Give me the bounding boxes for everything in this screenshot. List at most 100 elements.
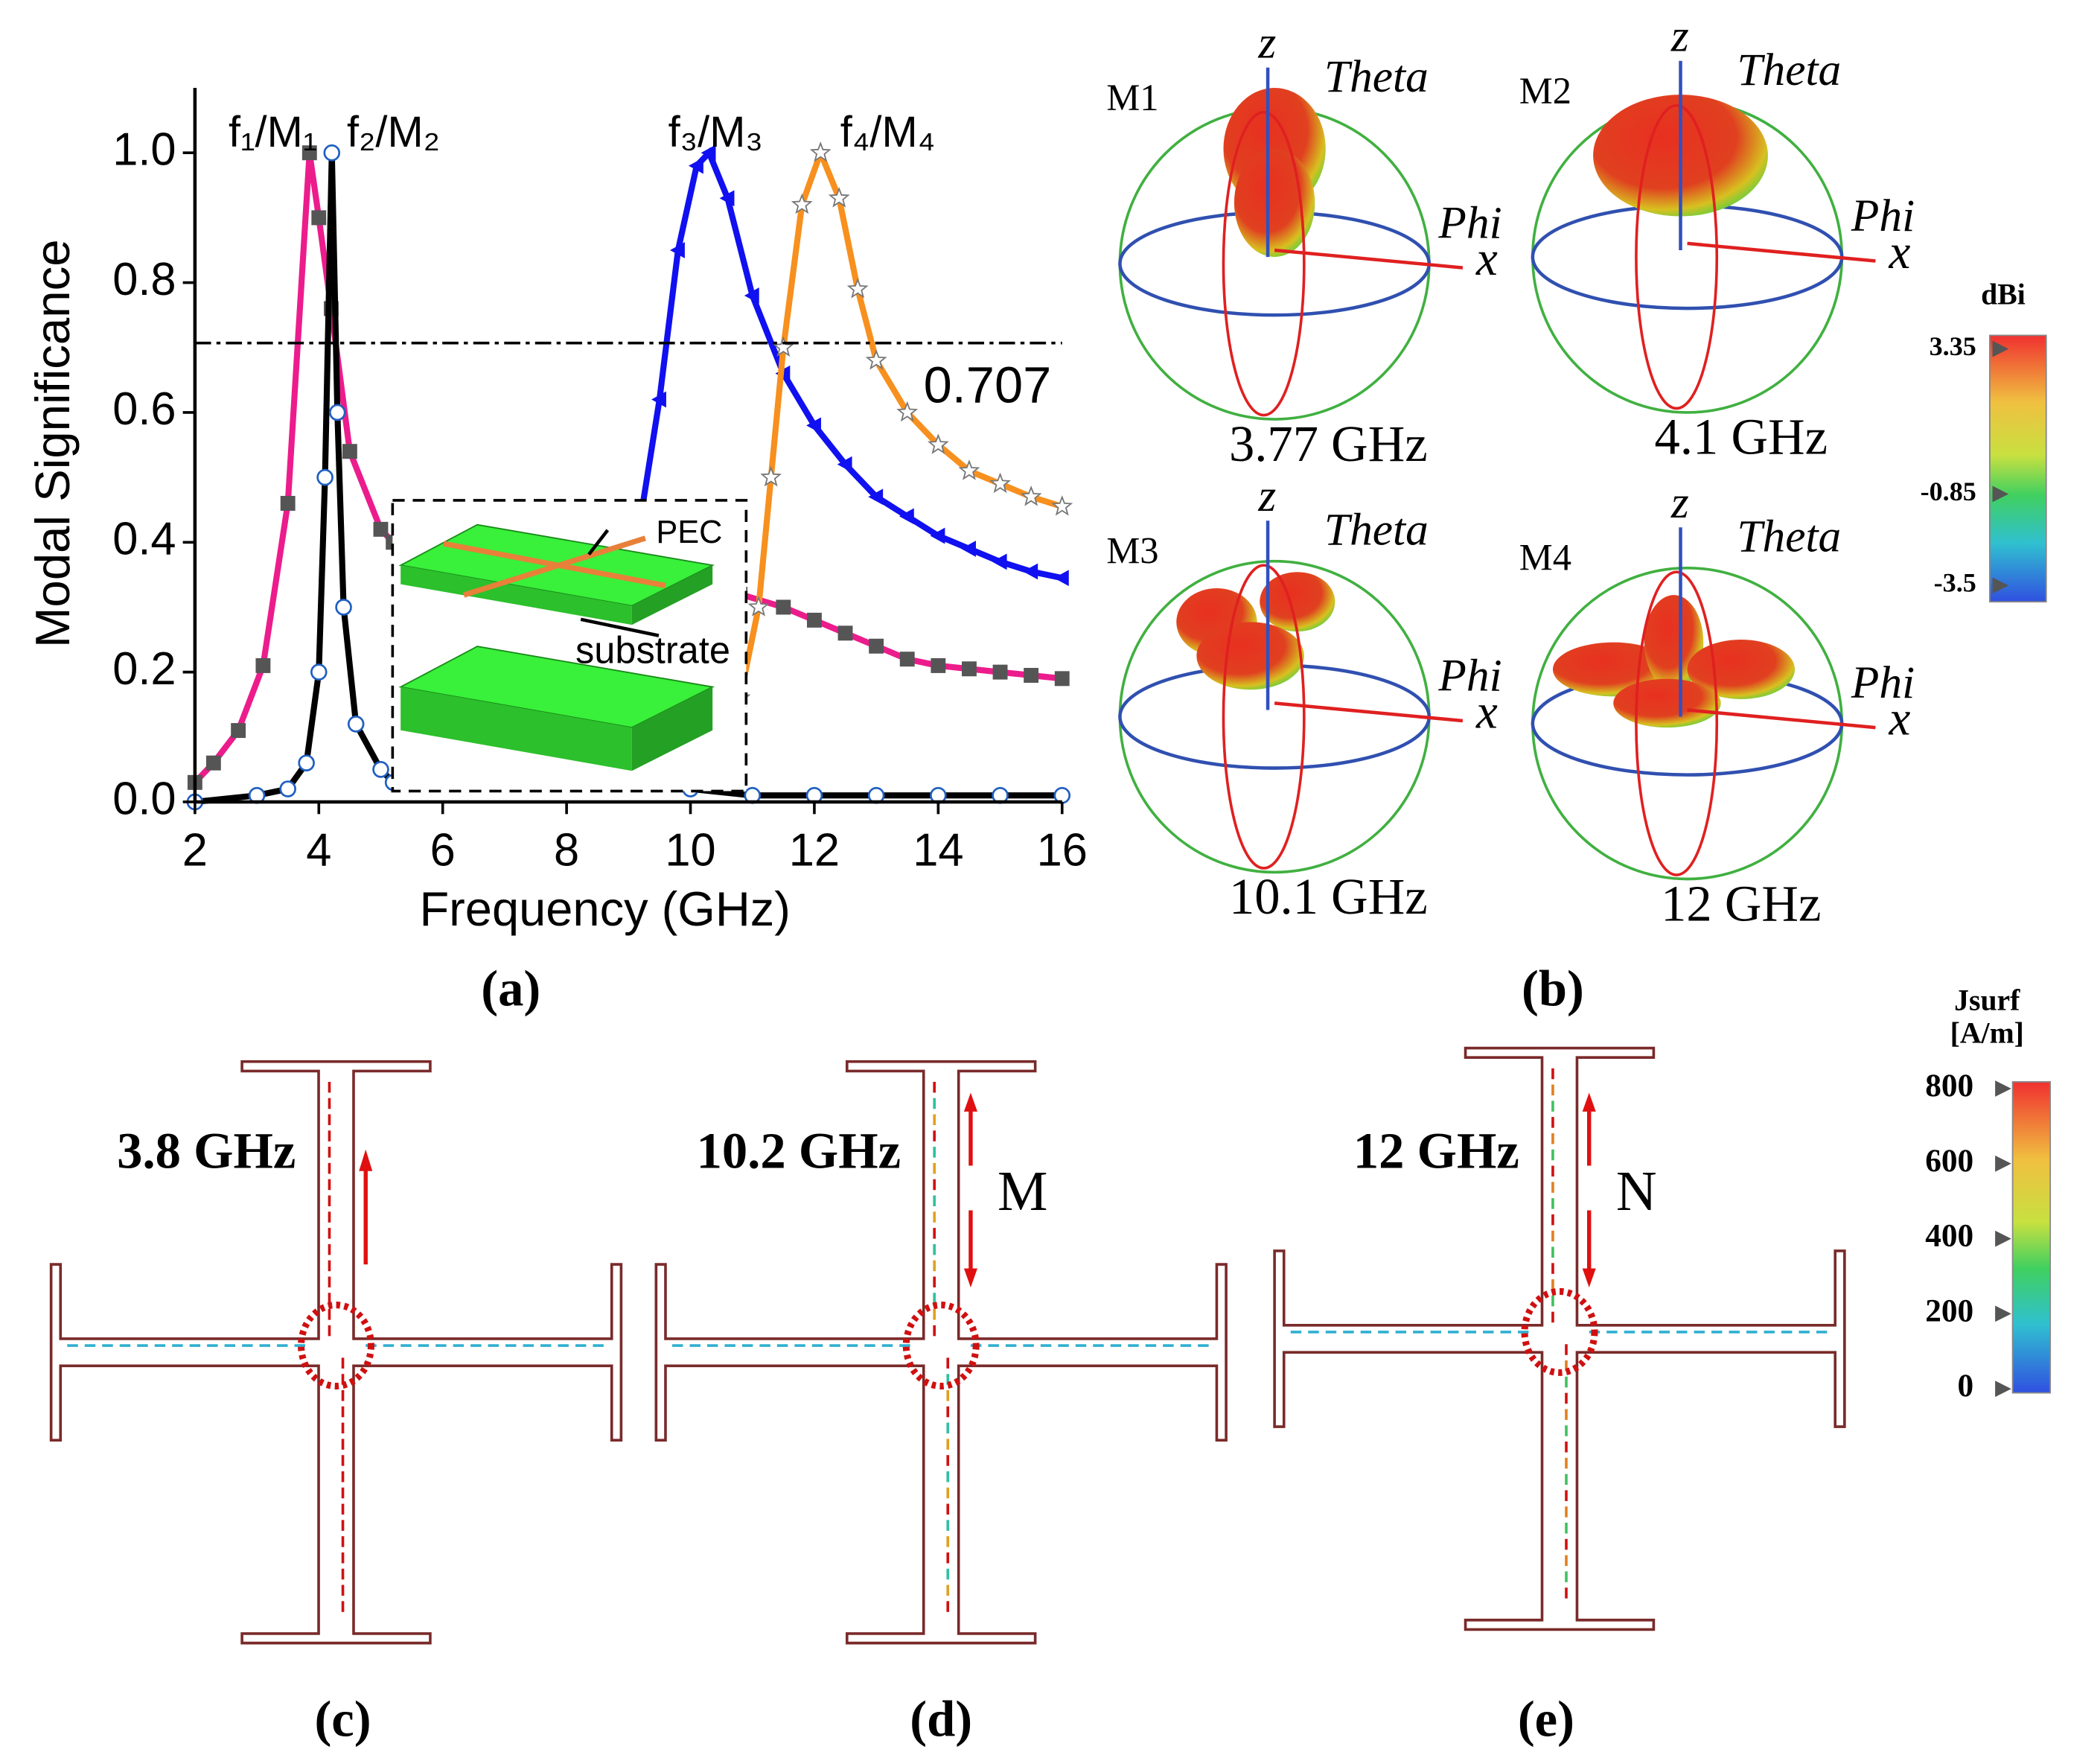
axis-label: Theta xyxy=(1324,51,1429,102)
pattern-lobe xyxy=(1687,640,1796,699)
marker xyxy=(335,599,352,616)
threshold-label: 0.707 xyxy=(924,356,1052,413)
pattern-lobe xyxy=(1613,678,1721,728)
panel-label: (e) xyxy=(1518,1690,1574,1747)
colorbar-tick-label: 0 xyxy=(1958,1368,1974,1404)
mode-label: M4 xyxy=(1519,536,1571,578)
x-axis-3d xyxy=(1274,248,1464,270)
current-frequency: 3.8 GHz xyxy=(117,1122,296,1179)
mode-frequency: 12 GHz xyxy=(1661,875,1821,931)
feed-hotspot xyxy=(1521,1287,1598,1376)
colorbar xyxy=(1989,334,2047,603)
marker xyxy=(846,278,869,299)
x-tick-label: 14 xyxy=(913,824,963,876)
axis-label: Phi xyxy=(1437,197,1501,248)
marker xyxy=(1051,495,1073,516)
x-tick-label: 4 xyxy=(306,824,331,876)
x-tick-label: 10 xyxy=(665,824,715,876)
marker xyxy=(719,190,735,207)
marker xyxy=(255,657,271,673)
marker xyxy=(772,336,794,357)
marker xyxy=(342,444,357,459)
current-marker: M xyxy=(998,1160,1047,1223)
axis-label: z xyxy=(1257,18,1276,69)
colorbar-pointer xyxy=(1992,577,2009,594)
marker xyxy=(670,242,685,258)
y-tick-label: 0.6 xyxy=(112,383,176,435)
axis-label: Theta xyxy=(1737,511,1841,561)
colorbar-tick-label: 600 xyxy=(1925,1143,1973,1179)
marker xyxy=(323,144,341,162)
patch-strip xyxy=(463,535,646,598)
marker xyxy=(744,287,759,304)
marker xyxy=(700,144,716,162)
marker xyxy=(899,652,915,667)
axis-label: x xyxy=(1888,692,1910,745)
marker xyxy=(865,348,887,370)
marker xyxy=(806,612,822,628)
axis-label: z xyxy=(1257,471,1276,521)
series-label: f₃/M₃ xyxy=(668,109,763,156)
marker xyxy=(809,141,832,162)
series-label: f₁/M₁ xyxy=(229,109,317,156)
x-tick-label: 12 xyxy=(789,824,840,876)
colorbar-unit: [A/m] xyxy=(1950,1016,2024,1049)
y-tick-label: 0.2 xyxy=(112,643,176,695)
y-tick-label: 1.0 xyxy=(112,124,176,175)
marker xyxy=(791,193,813,214)
x-axis-3d xyxy=(1274,701,1464,723)
marker xyxy=(373,521,389,537)
antenna-outline xyxy=(1273,1046,1846,1631)
y-tick-label: 0.0 xyxy=(112,773,176,824)
arrow-head xyxy=(963,1092,977,1112)
mode-frequency: 10.1 GHz xyxy=(1229,868,1428,925)
marker xyxy=(837,456,852,473)
axis-label: z xyxy=(1670,477,1689,528)
theta-ring xyxy=(1635,103,1719,410)
y-tick-label: 0.4 xyxy=(112,513,176,564)
marker xyxy=(231,723,246,739)
theta-ring xyxy=(1222,564,1306,870)
arrow-head xyxy=(963,1268,977,1287)
mode-frequency: 3.77 GHz xyxy=(1229,415,1428,472)
patch-side xyxy=(631,565,713,625)
axis-label: z xyxy=(1670,10,1689,61)
marker xyxy=(992,553,1007,570)
ground-side xyxy=(631,687,713,771)
x-tick-label: 6 xyxy=(430,824,456,876)
pattern-lobe xyxy=(1233,148,1315,258)
mode-label: M3 xyxy=(1106,529,1158,571)
series-label: f₂/M₂ xyxy=(347,109,440,156)
ground-front xyxy=(400,687,632,771)
colorbar-tick-label: 800 xyxy=(1925,1068,1973,1103)
arrow-head xyxy=(1582,1268,1596,1287)
marker xyxy=(837,625,853,641)
marker xyxy=(806,417,821,434)
colorbar-title: dBi xyxy=(1981,278,2026,311)
marker xyxy=(992,664,1008,680)
mode-frequency: 4.1 GHz xyxy=(1655,409,1828,465)
axis-label: x xyxy=(1888,226,1910,279)
panel-label: (b) xyxy=(1522,961,1584,1017)
marker xyxy=(958,459,980,480)
patch-front xyxy=(400,565,632,625)
marker xyxy=(372,761,389,778)
marker xyxy=(689,157,703,174)
theta-ring xyxy=(1222,110,1306,417)
axis-label: x xyxy=(1475,685,1498,739)
colorbar xyxy=(2011,1081,2052,1394)
marker xyxy=(301,145,317,161)
marker xyxy=(1023,563,1038,580)
colorbar-pointer xyxy=(1995,1305,2011,1322)
inset-label: substrate xyxy=(575,629,730,672)
mode-label: M2 xyxy=(1519,70,1571,112)
current-frequency: 10.2 GHz xyxy=(697,1122,901,1179)
axis-label: Theta xyxy=(1737,45,1841,95)
pointer xyxy=(580,617,660,637)
marker xyxy=(347,716,365,733)
marker xyxy=(651,391,666,408)
marker xyxy=(760,465,782,487)
marker xyxy=(1054,671,1070,687)
marker xyxy=(1053,570,1069,587)
